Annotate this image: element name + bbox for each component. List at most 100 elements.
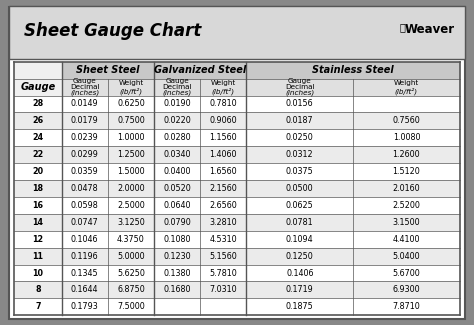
Bar	[14, 214, 460, 231]
Text: (lb/ft²): (lb/ft²)	[212, 87, 235, 95]
Bar	[14, 265, 460, 281]
Text: 0.0500: 0.0500	[286, 184, 314, 193]
Text: 0.1875: 0.1875	[286, 302, 314, 311]
Text: 14: 14	[32, 218, 44, 227]
Text: 3.1250: 3.1250	[117, 218, 145, 227]
Text: 0.1406: 0.1406	[286, 268, 314, 278]
Text: 0.0280: 0.0280	[164, 133, 191, 142]
Text: 2.5000: 2.5000	[117, 201, 145, 210]
Bar	[14, 281, 460, 298]
Text: 5.6250: 5.6250	[117, 268, 145, 278]
Text: 0.6250: 0.6250	[117, 99, 145, 109]
Text: 0.1345: 0.1345	[71, 268, 99, 278]
Text: 0.0400: 0.0400	[164, 167, 191, 176]
Text: 0.1644: 0.1644	[71, 285, 99, 294]
Bar	[14, 112, 460, 129]
Text: 0.0520: 0.0520	[163, 184, 191, 193]
Text: 1.0000: 1.0000	[117, 133, 145, 142]
Text: (inches): (inches)	[163, 89, 192, 96]
Text: Gauge: Gauge	[20, 82, 55, 92]
Text: 2.5200: 2.5200	[392, 201, 420, 210]
Text: 0.0179: 0.0179	[71, 116, 99, 125]
Text: 0.7560: 0.7560	[392, 116, 420, 125]
Text: 0.1046: 0.1046	[71, 235, 99, 244]
Text: 10: 10	[32, 268, 44, 278]
Text: Gauge: Gauge	[73, 78, 97, 85]
Text: 5.1560: 5.1560	[210, 252, 237, 261]
Text: (inches): (inches)	[70, 89, 100, 96]
Text: 0.0598: 0.0598	[71, 201, 99, 210]
Text: 0.0299: 0.0299	[71, 150, 99, 159]
Text: 1.2600: 1.2600	[392, 150, 420, 159]
Bar	[154, 62, 246, 79]
Text: (lb/ft²): (lb/ft²)	[119, 87, 143, 95]
Text: 0.0359: 0.0359	[71, 167, 99, 176]
Text: 1.0080: 1.0080	[392, 133, 420, 142]
Bar	[154, 79, 246, 96]
Text: 2.0000: 2.0000	[117, 184, 145, 193]
Text: 0.1680: 0.1680	[164, 285, 191, 294]
Text: 0.1250: 0.1250	[286, 252, 314, 261]
Text: 0.7500: 0.7500	[117, 116, 145, 125]
Text: 26: 26	[32, 116, 44, 125]
Bar	[14, 231, 460, 248]
Text: 2.1560: 2.1560	[210, 184, 237, 193]
Text: (lb/ft²): (lb/ft²)	[395, 87, 418, 95]
Text: 12: 12	[32, 235, 44, 244]
Bar	[62, 62, 154, 79]
Text: 0.0149: 0.0149	[71, 99, 99, 109]
Bar	[14, 248, 460, 265]
Text: Decimal: Decimal	[285, 84, 315, 90]
Text: 7: 7	[35, 302, 41, 311]
Text: 0.1380: 0.1380	[164, 268, 191, 278]
Bar	[14, 197, 460, 214]
Text: 2.6560: 2.6560	[210, 201, 237, 210]
Text: Gauge: Gauge	[165, 78, 189, 85]
Text: 1.2500: 1.2500	[117, 150, 145, 159]
Text: 0.0239: 0.0239	[71, 133, 99, 142]
Text: 5.0400: 5.0400	[392, 252, 420, 261]
Text: 6.8750: 6.8750	[117, 285, 145, 294]
Text: 0.0478: 0.0478	[71, 184, 99, 193]
Text: 1.6560: 1.6560	[210, 167, 237, 176]
Bar	[14, 129, 460, 146]
Text: 16: 16	[32, 201, 44, 210]
Text: 5.0000: 5.0000	[117, 252, 145, 261]
Text: 0.0781: 0.0781	[286, 218, 314, 227]
Text: (inches): (inches)	[285, 89, 314, 96]
Text: 0.0312: 0.0312	[286, 150, 314, 159]
Text: 4.5310: 4.5310	[210, 235, 237, 244]
Text: Sheet Gauge Chart: Sheet Gauge Chart	[24, 22, 201, 40]
Text: 7.0310: 7.0310	[210, 285, 237, 294]
Text: 1.4060: 1.4060	[210, 150, 237, 159]
Text: 28: 28	[32, 99, 44, 109]
Bar	[246, 62, 460, 79]
Text: 0.1080: 0.1080	[164, 235, 191, 244]
Text: Stainless Steel: Stainless Steel	[312, 65, 394, 75]
Text: 5.7810: 5.7810	[210, 268, 237, 278]
Text: 11: 11	[32, 252, 44, 261]
Text: 7.5000: 7.5000	[117, 302, 145, 311]
Bar	[14, 146, 460, 163]
Text: 3.2810: 3.2810	[210, 218, 237, 227]
Text: 0.7810: 0.7810	[210, 99, 237, 109]
Bar	[14, 180, 460, 197]
Text: 1.5120: 1.5120	[392, 167, 420, 176]
Bar	[9, 6, 465, 58]
Text: 0.1793: 0.1793	[71, 302, 99, 311]
Text: 22: 22	[32, 150, 44, 159]
Text: 0.0340: 0.0340	[164, 150, 191, 159]
Text: 0.1230: 0.1230	[164, 252, 191, 261]
Bar	[14, 62, 62, 96]
Text: 18: 18	[32, 184, 44, 193]
Text: Sheet Steel: Sheet Steel	[76, 65, 139, 75]
Text: 0.0747: 0.0747	[71, 218, 99, 227]
Text: 6.9300: 6.9300	[392, 285, 420, 294]
Text: 4.3750: 4.3750	[117, 235, 145, 244]
Text: Weight: Weight	[118, 80, 144, 86]
Text: 0.0220: 0.0220	[163, 116, 191, 125]
Text: Weight: Weight	[211, 80, 236, 86]
Text: 8: 8	[35, 285, 41, 294]
Text: 0.1196: 0.1196	[71, 252, 99, 261]
Bar	[14, 298, 460, 315]
